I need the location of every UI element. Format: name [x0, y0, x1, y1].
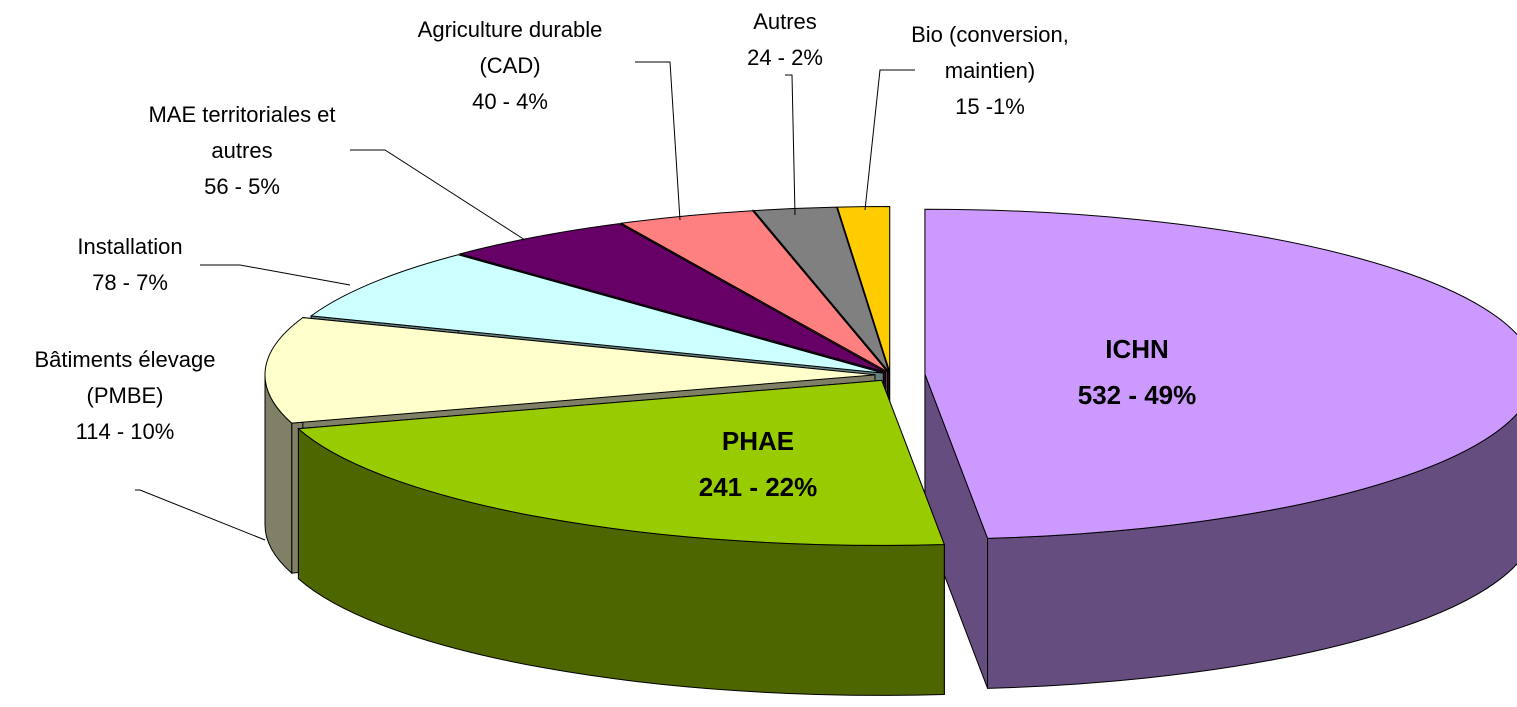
slice: [264, 317, 876, 424]
value-label: 24 - 2%: [747, 45, 823, 70]
value-label: 114 - 10%: [75, 419, 175, 444]
value-label: 241 - 22%: [698, 472, 818, 502]
leader-line: [864, 69, 915, 211]
slice: [309, 254, 884, 374]
value-label: 532 - 49%: [1077, 380, 1197, 410]
slice-label: Bio (conversion, maintien) 15 -1%: [903, 17, 1078, 125]
leader-line: [200, 264, 351, 286]
value-label: 15 -1%: [955, 94, 1025, 119]
slice-label: Installation 78 - 7%: [30, 229, 230, 301]
leader-line: [635, 61, 681, 221]
slice-label: PHAE 241 - 22%: [608, 418, 908, 510]
slice-label: ICHN 532 - 49%: [987, 326, 1287, 418]
category-label: Bio (conversion, maintien): [911, 22, 1069, 83]
category-label: Agriculture durable (CAD): [417, 17, 603, 78]
category-label: ICHN: [1105, 334, 1169, 364]
leader-line: [135, 489, 266, 541]
slice-label: Autres 24 - 2%: [725, 4, 845, 76]
leader-line: [350, 149, 526, 241]
value-label: 78 - 7%: [92, 270, 168, 295]
slice-label: Agriculture durable (CAD) 40 - 4%: [408, 12, 613, 120]
leader-line: [785, 74, 796, 216]
category-label: MAE territoriales et autres: [148, 102, 336, 163]
slice: [619, 210, 888, 373]
slice: [458, 223, 886, 373]
slice-label: Bâtiments élevage (PMBE) 114 - 10%: [20, 342, 230, 450]
value-label: 40 - 4%: [472, 89, 548, 114]
slice: [836, 206, 891, 372]
category-label: Autres: [753, 9, 817, 34]
value-label: 56 - 5%: [204, 174, 280, 199]
slice: [924, 208, 1517, 539]
slice: [297, 379, 946, 546]
category-label: Installation: [77, 234, 183, 259]
category-label: PHAE: [721, 426, 795, 456]
category-label: Bâtiments élevage (PMBE): [34, 347, 216, 408]
slice-label: MAE territoriales et autres 56 - 5%: [147, 97, 337, 205]
